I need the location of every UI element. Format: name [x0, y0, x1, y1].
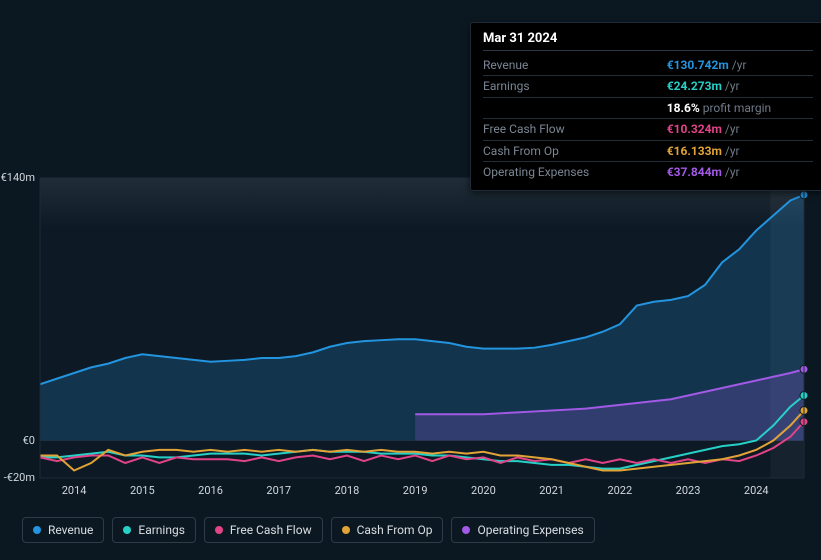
legend-item-cash_op[interactable]: Cash From Op [331, 517, 444, 543]
x-axis-tick-label: 2021 [539, 484, 564, 497]
tooltip-row-value: €16.133m /yr [667, 140, 813, 161]
y-axis-tick-label: -€20m [4, 471, 35, 484]
legend-dot-icon [342, 526, 350, 534]
x-axis-tick-label: 2020 [471, 484, 496, 497]
chart-tooltip: Mar 31 2024 Revenue€130.742m /yrEarnings… [470, 22, 821, 191]
y-axis-tick-label: €140m [1, 171, 35, 184]
tooltip-row: 18.6% profit margin [483, 97, 813, 118]
legend-item-earnings[interactable]: Earnings [112, 517, 196, 543]
legend-item-label: Free Cash Flow [230, 523, 312, 537]
x-axis-tick-label: 2019 [403, 484, 428, 497]
tooltip-row-value: €24.273m /yr [667, 76, 813, 97]
tooltip-row-label [483, 97, 667, 118]
tooltip-row: Free Cash Flow€10.324m /yr [483, 119, 813, 140]
tooltip-row: Earnings€24.273m /yr [483, 76, 813, 97]
tooltip-row-value: €130.742m /yr [667, 55, 813, 76]
x-axis-tick-label: 2022 [607, 484, 632, 497]
tooltip-row-value: €10.324m /yr [667, 119, 813, 140]
legend-dot-icon [123, 526, 131, 534]
x-axis-tick-label: 2017 [266, 484, 291, 497]
legend-item-revenue[interactable]: Revenue [22, 517, 104, 543]
legend-dot-icon [33, 526, 41, 534]
chart-legend: Revenue Earnings Free Cash Flow Cash From O… [22, 517, 595, 543]
tooltip-row-value: 18.6% profit margin [667, 97, 813, 118]
x-axis-tick-label: 2024 [744, 484, 769, 497]
tooltip-row-label: Cash From Op [483, 140, 667, 161]
tooltip-row-label: Free Cash Flow [483, 119, 667, 140]
tooltip-row: Operating Expenses€37.844m /yr [483, 161, 813, 182]
legend-item-label: Cash From Op [357, 523, 433, 537]
x-axis-tick-label: 2018 [335, 484, 360, 497]
y-axis-tick-label: €0 [23, 434, 35, 447]
tooltip-row: Revenue€130.742m /yr [483, 55, 813, 76]
legend-item-label: Revenue [48, 523, 93, 537]
legend-dot-icon [215, 526, 223, 534]
legend-item-fcf[interactable]: Free Cash Flow [204, 517, 323, 543]
x-axis-tick-label: 2015 [130, 484, 155, 497]
tooltip-row-label: Operating Expenses [483, 161, 667, 182]
x-axis-tick-label: 2016 [198, 484, 223, 497]
tooltip-row-label: Earnings [483, 76, 667, 97]
x-axis-tick-label: 2014 [62, 484, 87, 497]
x-axis-tick-label: 2023 [676, 484, 701, 497]
legend-item-label: Operating Expenses [477, 523, 583, 537]
legend-item-label: Earnings [138, 523, 185, 537]
tooltip-row-label: Revenue [483, 55, 667, 76]
tooltip-row-value: €37.844m /yr [667, 161, 813, 182]
legend-dot-icon [462, 526, 470, 534]
legend-item-op_exp[interactable]: Operating Expenses [451, 517, 594, 543]
tooltip-row: Cash From Op€16.133m /yr [483, 140, 813, 161]
tooltip-date: Mar 31 2024 [483, 31, 813, 51]
